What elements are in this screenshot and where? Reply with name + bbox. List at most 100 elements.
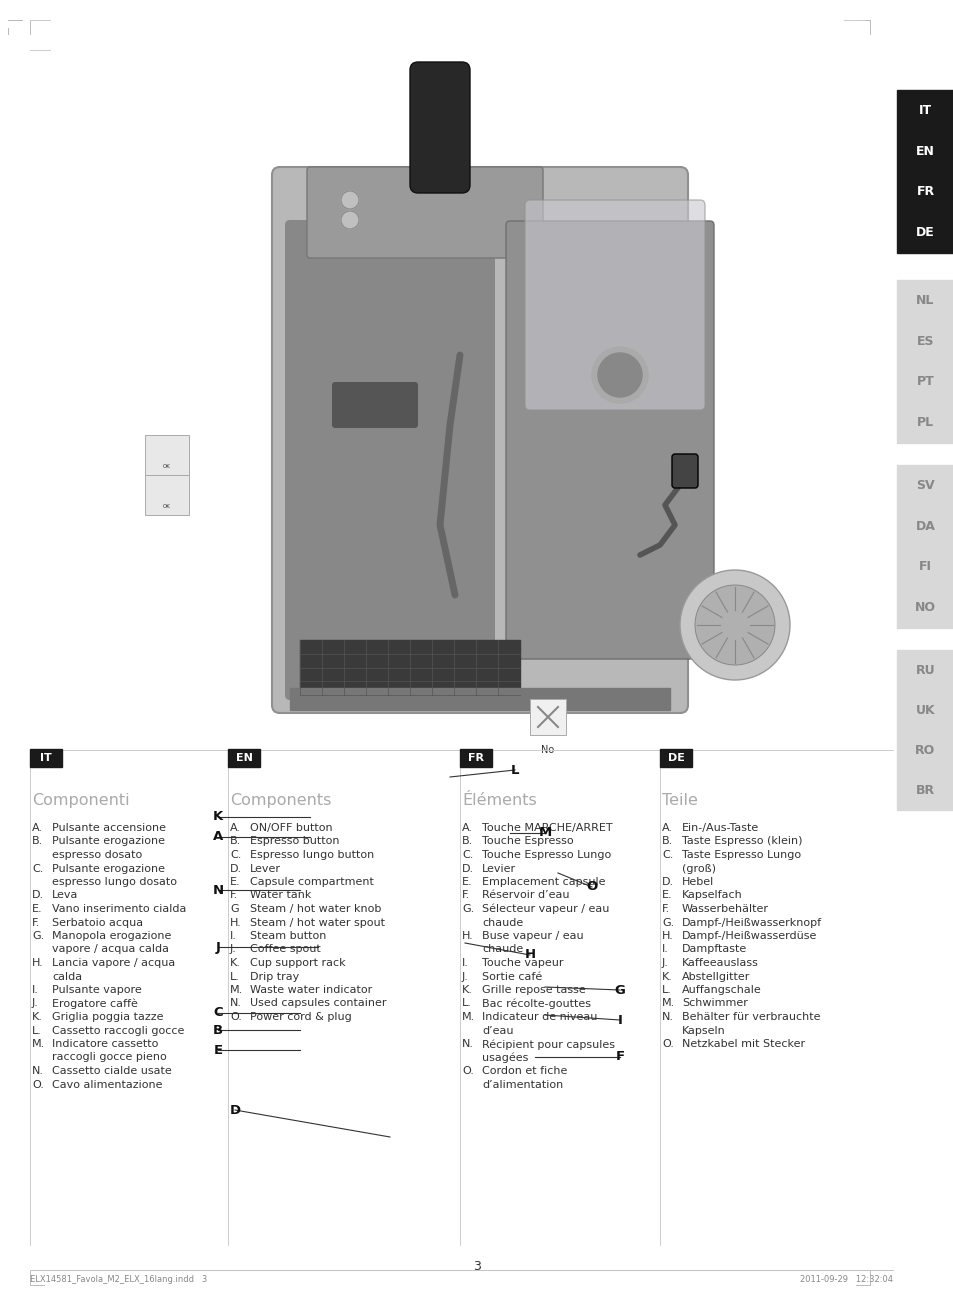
Text: Touche Espresso: Touche Espresso xyxy=(481,837,573,847)
Text: O.: O. xyxy=(230,1011,242,1022)
Text: D.: D. xyxy=(661,877,674,887)
Circle shape xyxy=(679,570,789,680)
Text: A.: A. xyxy=(461,823,473,833)
Text: Netzkabel mit Stecker: Netzkabel mit Stecker xyxy=(681,1039,804,1049)
FancyBboxPatch shape xyxy=(671,454,698,488)
Text: calda: calda xyxy=(52,971,82,981)
Text: Waste water indicator: Waste water indicator xyxy=(250,985,372,994)
Text: G.: G. xyxy=(461,904,474,913)
Text: chaude: chaude xyxy=(481,917,522,928)
Text: M.: M. xyxy=(230,985,243,994)
Text: B.: B. xyxy=(32,837,43,847)
Text: Taste Espresso (klein): Taste Espresso (klein) xyxy=(681,837,801,847)
Text: Dampf-/Heißwasserknopf: Dampf-/Heißwasserknopf xyxy=(681,917,821,928)
Text: PT: PT xyxy=(916,376,933,389)
FancyBboxPatch shape xyxy=(524,200,704,410)
Text: Espresso lungo button: Espresso lungo button xyxy=(250,850,374,860)
Text: Behälter für verbrauchte: Behälter für verbrauchte xyxy=(681,1011,820,1022)
Text: Power cord & plug: Power cord & plug xyxy=(250,1011,352,1022)
Text: Drip tray: Drip tray xyxy=(250,971,299,981)
Text: espresso lungo dosato: espresso lungo dosato xyxy=(52,877,177,887)
FancyBboxPatch shape xyxy=(307,167,542,258)
Circle shape xyxy=(340,211,358,228)
Text: Abstellgitter: Abstellgitter xyxy=(681,971,750,981)
Text: Touche vapeur: Touche vapeur xyxy=(481,958,563,968)
Bar xyxy=(145,475,189,515)
Text: A.: A. xyxy=(32,823,43,833)
Text: Componenti: Componenti xyxy=(32,793,130,808)
Text: H.: H. xyxy=(230,917,241,928)
Text: Griglia poggia tazze: Griglia poggia tazze xyxy=(52,1011,163,1022)
Text: A.: A. xyxy=(661,823,672,833)
Text: B.: B. xyxy=(661,837,673,847)
Text: Cavo alimentazione: Cavo alimentazione xyxy=(52,1079,162,1090)
Text: Sortie café: Sortie café xyxy=(481,971,541,981)
FancyBboxPatch shape xyxy=(410,63,470,193)
Text: RU: RU xyxy=(915,663,934,676)
Text: F.: F. xyxy=(661,904,670,913)
Text: F.: F. xyxy=(230,890,238,900)
Text: Pulsante vapore: Pulsante vapore xyxy=(52,985,142,994)
FancyBboxPatch shape xyxy=(272,167,687,713)
Text: G.: G. xyxy=(32,930,44,941)
Text: C: C xyxy=(213,1006,223,1019)
Circle shape xyxy=(598,352,641,397)
Text: DE: DE xyxy=(915,226,934,239)
Text: H.: H. xyxy=(461,930,474,941)
Text: E.: E. xyxy=(230,877,240,887)
Text: B.: B. xyxy=(461,837,473,847)
Text: L.: L. xyxy=(661,985,671,994)
Text: M.: M. xyxy=(32,1039,45,1049)
Text: K: K xyxy=(213,810,223,823)
FancyBboxPatch shape xyxy=(285,221,495,699)
Text: (groß): (groß) xyxy=(681,864,716,873)
Text: Lancia vapore / acqua: Lancia vapore / acqua xyxy=(52,958,175,968)
Text: No: No xyxy=(540,745,554,756)
Text: Used capsules container: Used capsules container xyxy=(250,998,386,1009)
Text: 3: 3 xyxy=(473,1261,480,1274)
Bar xyxy=(299,639,519,696)
Text: ELX14581_Favola_M2_ELX_16lang.indd   3: ELX14581_Favola_M2_ELX_16lang.indd 3 xyxy=(30,1275,207,1284)
Text: Indicateur de niveau: Indicateur de niveau xyxy=(481,1011,597,1022)
Text: Vano inserimento cialda: Vano inserimento cialda xyxy=(52,904,186,913)
Text: H: H xyxy=(524,949,535,962)
Text: Ein-/Aus-Taste: Ein-/Aus-Taste xyxy=(681,823,759,833)
Text: NL: NL xyxy=(915,294,934,307)
Text: A.: A. xyxy=(230,823,241,833)
Text: DA: DA xyxy=(915,519,935,532)
Circle shape xyxy=(340,191,358,209)
Text: L.: L. xyxy=(230,971,239,981)
Text: M: M xyxy=(537,826,551,839)
Bar xyxy=(896,90,953,253)
Text: D.: D. xyxy=(32,890,44,900)
Text: C.: C. xyxy=(461,850,473,860)
Text: espresso dosato: espresso dosato xyxy=(52,850,142,860)
Text: G: G xyxy=(230,904,238,913)
Text: Coffee spout: Coffee spout xyxy=(250,945,320,954)
Text: O.: O. xyxy=(461,1066,474,1077)
Text: Erogatore caffè: Erogatore caffè xyxy=(52,998,138,1009)
Text: NO: NO xyxy=(914,602,935,615)
Text: FR: FR xyxy=(916,185,934,198)
Text: B: B xyxy=(213,1023,223,1036)
Text: FR: FR xyxy=(468,753,483,763)
Text: L: L xyxy=(510,763,518,776)
Text: Steam button: Steam button xyxy=(250,930,326,941)
Text: I.: I. xyxy=(230,930,236,941)
Text: PL: PL xyxy=(916,416,933,429)
Text: Lever: Lever xyxy=(250,864,281,873)
Text: OK: OK xyxy=(163,465,171,470)
Text: J.: J. xyxy=(461,971,468,981)
Text: N.: N. xyxy=(461,1039,474,1049)
Text: O: O xyxy=(586,881,597,894)
Text: I.: I. xyxy=(461,958,468,968)
Text: Cordon et fiche: Cordon et fiche xyxy=(481,1066,567,1077)
Text: E: E xyxy=(213,1044,222,1057)
Text: Éléments: Éléments xyxy=(461,793,537,808)
Text: Cassetto raccogli gocce: Cassetto raccogli gocce xyxy=(52,1026,184,1035)
Text: ON/OFF button: ON/OFF button xyxy=(250,823,333,833)
Text: K.: K. xyxy=(230,958,240,968)
Text: O.: O. xyxy=(32,1079,44,1090)
Text: Teile: Teile xyxy=(661,793,698,808)
Bar xyxy=(145,435,189,475)
